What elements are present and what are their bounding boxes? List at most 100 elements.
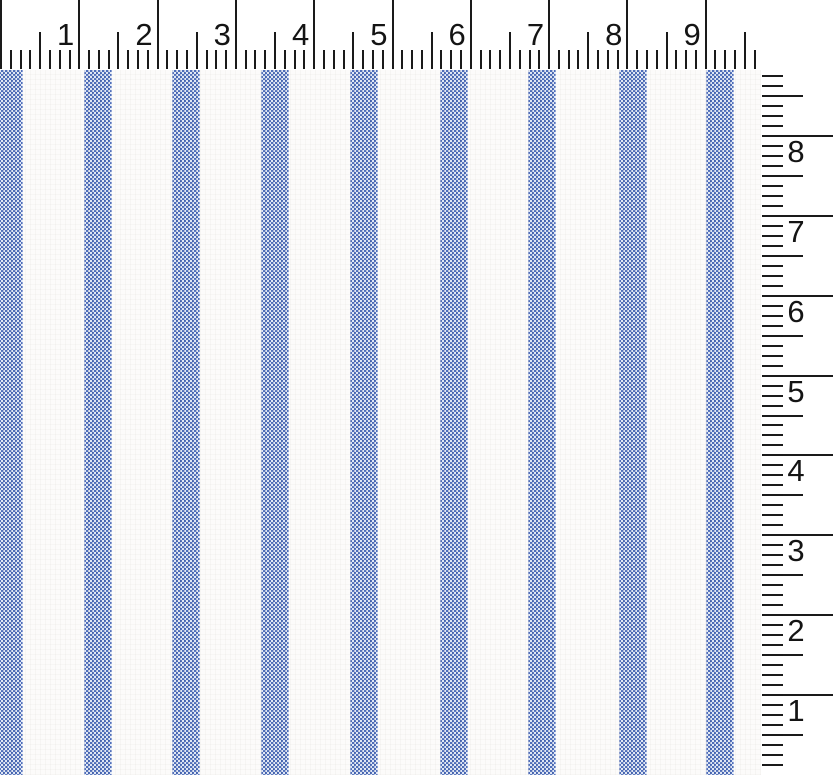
top-ruler-tick <box>724 50 727 69</box>
right-ruler-tick <box>762 164 783 167</box>
right-ruler-tick <box>762 364 783 367</box>
right-ruler-tick <box>762 763 783 766</box>
top-ruler-tick <box>743 32 746 69</box>
top-ruler-tick <box>244 50 247 69</box>
top-ruler-number: 1 <box>57 17 75 52</box>
right-ruler-tick <box>762 604 783 607</box>
top-ruler-number: 4 <box>291 17 310 52</box>
right-ruler-tick <box>762 534 833 537</box>
fabric-stripe <box>0 70 23 775</box>
fabric-stripe <box>528 70 556 775</box>
top-ruler-tick <box>342 50 345 69</box>
top-ruler-number: 3 <box>213 17 231 52</box>
top-ruler-tick <box>117 32 120 69</box>
fabric-stripe <box>350 70 378 775</box>
top-ruler-tick <box>362 50 365 69</box>
right-ruler-tick <box>762 564 783 567</box>
right-ruler-number: 7 <box>787 213 805 249</box>
top-ruler-tick <box>655 50 658 69</box>
right-ruler-tick <box>762 194 783 197</box>
right-ruler-tick <box>762 594 783 597</box>
right-inch-ruler: 8 7 6 5 4 3 2 1 <box>761 70 833 775</box>
top-ruler-tick <box>450 50 453 69</box>
top-ruler-tick <box>557 50 560 69</box>
right-ruler-number: 2 <box>787 613 805 649</box>
top-ruler-tick <box>137 50 140 69</box>
top-ruler-tick <box>48 50 51 69</box>
right-ruler-number: 4 <box>787 453 805 489</box>
top-ruler-tick <box>88 50 91 69</box>
right-ruler-tick <box>762 135 833 137</box>
right-ruler-tick <box>762 144 783 147</box>
top-ruler-tick <box>420 50 423 69</box>
top-ruler-tick <box>665 32 668 69</box>
right-ruler-tick <box>762 434 783 437</box>
right-ruler-tick <box>762 85 783 88</box>
right-ruler-tick <box>762 554 783 557</box>
right-ruler-number: 6 <box>787 293 805 329</box>
top-ruler-tick <box>264 50 267 69</box>
right-ruler-tick <box>762 514 783 517</box>
right-ruler-tick <box>762 184 783 187</box>
top-ruler-tick <box>440 50 443 69</box>
right-ruler-number: 8 <box>787 134 805 169</box>
top-ruler-tick <box>469 0 472 69</box>
top-ruler-tick <box>39 32 42 69</box>
right-ruler-tick <box>762 624 783 627</box>
top-ruler-tick <box>430 32 433 69</box>
right-ruler-tick <box>762 264 783 267</box>
right-ruler-tick <box>762 494 803 497</box>
top-ruler-tick <box>97 50 100 69</box>
top-ruler-tick <box>78 0 81 69</box>
top-ruler-tick <box>401 50 404 69</box>
top-ruler-tick <box>371 50 374 69</box>
top-ruler-tick <box>185 50 188 69</box>
right-ruler-tick <box>762 95 803 98</box>
right-ruler-tick <box>762 753 783 756</box>
fabric-stripe <box>440 70 468 775</box>
right-ruler-tick <box>762 544 783 547</box>
right-ruler-tick <box>762 254 803 257</box>
top-ruler-tick <box>29 50 32 69</box>
top-ruler-tick <box>274 32 277 69</box>
top-ruler-tick <box>303 50 306 69</box>
top-ruler-tick <box>381 50 384 69</box>
right-ruler-tick <box>762 394 783 397</box>
top-ruler-tick <box>254 50 257 69</box>
top-ruler-tick <box>225 50 228 69</box>
top-ruler-tick <box>234 0 237 69</box>
right-ruler-tick <box>762 224 783 227</box>
top-ruler-tick <box>58 50 61 69</box>
right-ruler-tick <box>762 504 783 507</box>
top-ruler-tick <box>352 32 355 69</box>
right-ruler-tick <box>762 743 783 746</box>
top-ruler-tick <box>215 50 218 69</box>
right-ruler-tick <box>762 174 803 177</box>
right-ruler-number: 1 <box>787 693 805 729</box>
top-ruler-tick <box>499 50 502 69</box>
right-ruler-tick <box>762 454 833 457</box>
top-ruler-tick <box>156 0 159 69</box>
right-ruler-tick <box>762 154 783 157</box>
right-ruler-tick <box>762 723 783 726</box>
right-ruler-tick <box>762 474 783 477</box>
top-ruler-tick <box>645 50 648 69</box>
top-ruler-tick <box>675 50 678 69</box>
top-ruler-tick <box>616 50 619 69</box>
top-ruler-tick <box>176 50 179 69</box>
top-ruler-tick <box>127 50 130 69</box>
top-ruler-tick <box>68 50 71 69</box>
fabric-stripe <box>706 70 734 775</box>
top-ruler-tick <box>205 50 208 69</box>
top-ruler-tick <box>460 50 462 69</box>
top-ruler-number: 6 <box>448 17 466 52</box>
right-ruler-tick <box>762 574 803 577</box>
top-ruler-tick <box>694 50 697 69</box>
top-ruler-tick <box>313 0 316 69</box>
right-ruler-tick <box>762 524 783 527</box>
right-ruler-tick <box>762 654 803 657</box>
top-ruler-tick <box>636 50 639 69</box>
top-ruler-tick <box>293 50 296 69</box>
right-ruler-tick <box>762 284 783 287</box>
top-ruler-tick <box>704 0 707 69</box>
